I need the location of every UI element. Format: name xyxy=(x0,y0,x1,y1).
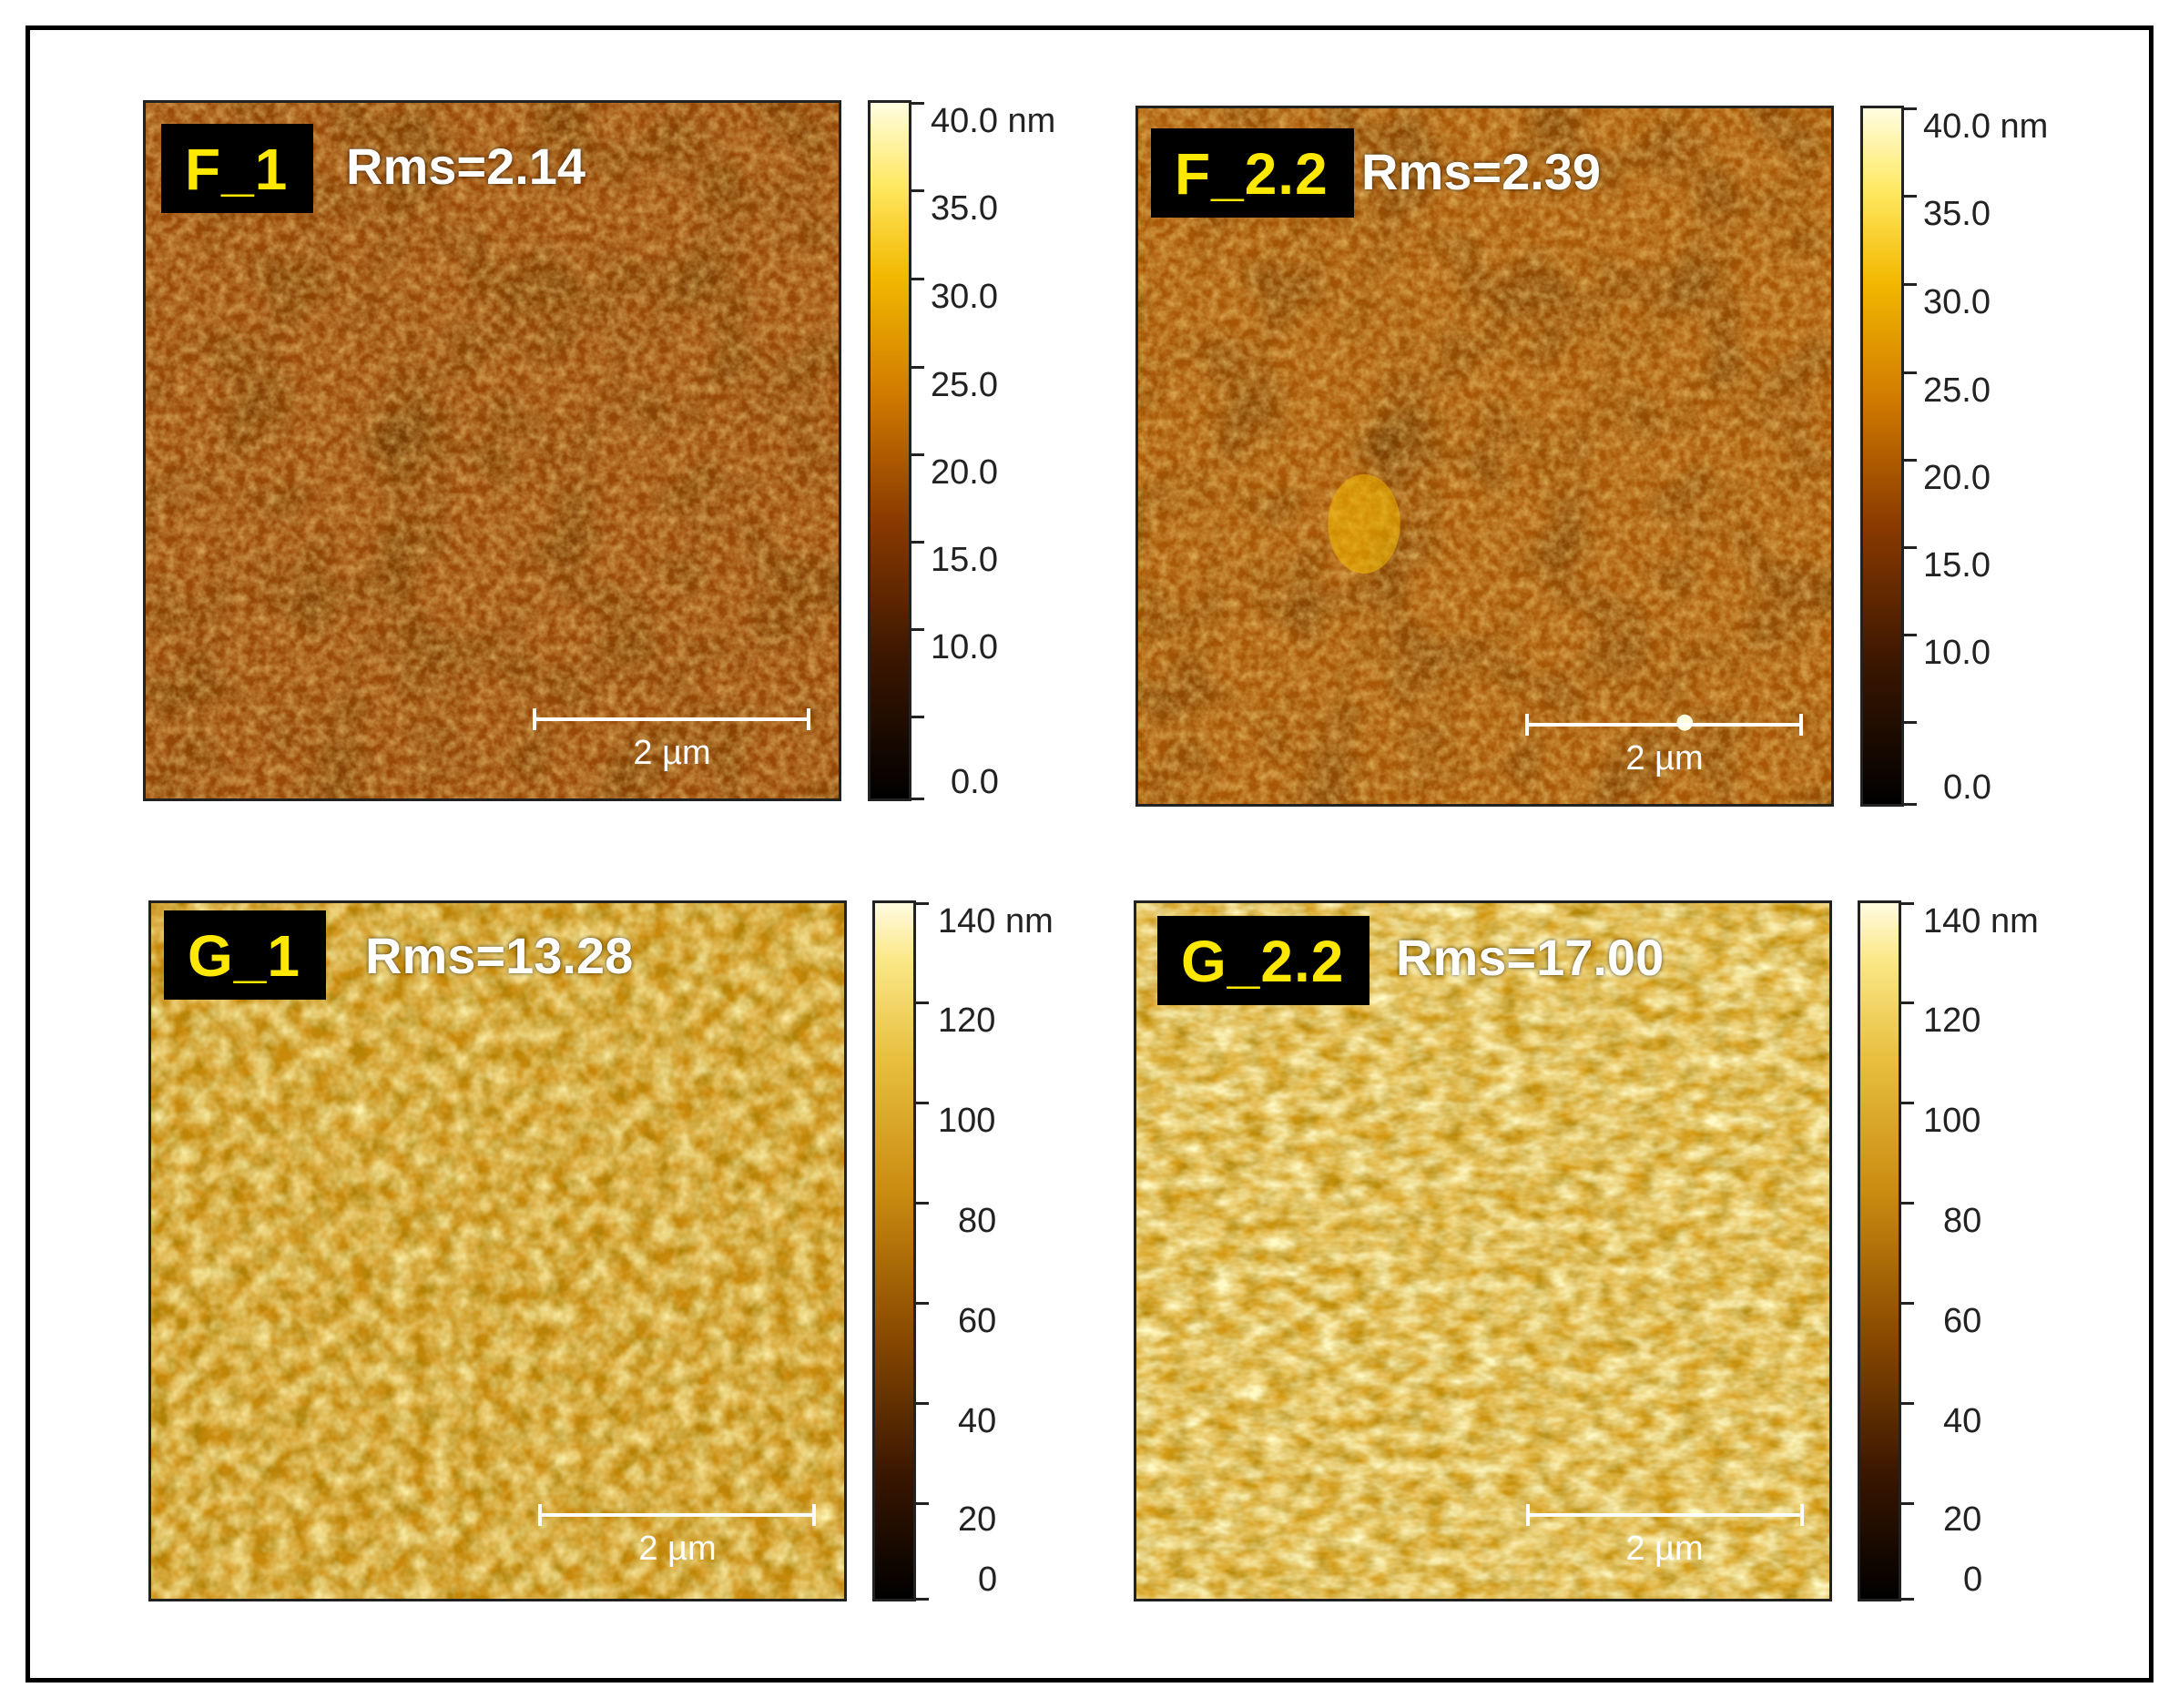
colorbar-tick xyxy=(1902,459,1917,462)
afm-image-g22: G_2.2 Rms=17.00 2 µm xyxy=(1134,900,1832,1601)
tick-label: 40.0 nm xyxy=(1923,107,2049,146)
tick-label: 0 xyxy=(978,1561,998,1599)
colorbar-tick xyxy=(1899,1598,1914,1601)
colorbar-f1 xyxy=(868,100,911,801)
tick-label: 35.0 xyxy=(1923,195,1991,233)
rms-label: Rms=2.39 xyxy=(1361,143,1602,200)
tick-label: 30.0 xyxy=(931,278,998,316)
colorbar-tick xyxy=(1902,195,1917,198)
colorbar-tick xyxy=(1899,1502,1914,1505)
scale-label: 2 µm xyxy=(1625,1530,1704,1568)
tick-label: 120 xyxy=(1923,1001,1981,1040)
colorbar-tick xyxy=(1899,1202,1914,1205)
colorbar-tick xyxy=(1899,1001,1914,1004)
afm-texture-g1 xyxy=(151,903,844,1599)
colorbar-tick xyxy=(1902,283,1917,286)
colorbar-tick xyxy=(914,1502,929,1505)
tick-label: 20.0 xyxy=(1923,459,1991,497)
afm-image-g1: G_1 Rms=13.28 2 µm xyxy=(148,900,847,1601)
tick-label: 20 xyxy=(958,1500,997,1539)
tick-label: 40 xyxy=(1943,1402,1982,1440)
tick-label: 15.0 xyxy=(1923,546,1991,585)
sample-tag: G_1 xyxy=(164,910,326,1000)
tick-label: 80 xyxy=(1943,1202,1982,1240)
tick-label: 20 xyxy=(1943,1500,1982,1539)
colorbar-tick xyxy=(910,189,924,192)
colorbar-g1 xyxy=(872,900,916,1601)
tick-label: 60 xyxy=(1943,1302,1982,1340)
colorbar-tick xyxy=(1899,1102,1914,1104)
tick-label: 20.0 xyxy=(931,453,998,492)
scale-bar xyxy=(533,708,810,730)
colorbar-tick xyxy=(1899,1302,1914,1305)
tick-label: 100 xyxy=(1923,1102,1981,1140)
colorbar-tick xyxy=(910,798,924,800)
tick-label: 140 nm xyxy=(938,902,1054,940)
colorbar-tick xyxy=(1902,803,1917,806)
colorbar-tick xyxy=(1902,371,1917,374)
colorbar-tick xyxy=(914,1598,929,1601)
scale-bar xyxy=(1525,714,1803,736)
colorbar-tick xyxy=(914,1302,929,1305)
colorbar-tick xyxy=(910,453,924,456)
tick-label: 80 xyxy=(958,1202,997,1240)
afm-image-f1: F_1 Rms=2.14 2 µm xyxy=(143,100,841,801)
colorbar-tick xyxy=(910,102,924,105)
tick-label: 0.0 xyxy=(951,763,999,801)
tick-label: 40 xyxy=(958,1402,997,1440)
scale-label: 2 µm xyxy=(1625,739,1704,778)
afm-image-f22: F_2.2 Rms=2.39 2 µm xyxy=(1135,106,1834,807)
colorbar-f22 xyxy=(1860,106,1904,807)
afm-texture-f1 xyxy=(146,103,839,798)
scale-label: 2 µm xyxy=(633,734,711,772)
afm-texture-g22 xyxy=(1136,903,1829,1599)
tick-label: 10.0 xyxy=(931,628,998,666)
tick-label: 60 xyxy=(958,1302,997,1340)
colorbar-tick xyxy=(1899,902,1914,905)
tick-label: 10.0 xyxy=(1923,634,1991,672)
sample-tag: F_1 xyxy=(161,124,314,213)
sample-tag: F_2.2 xyxy=(1151,128,1354,218)
tick-label: 120 xyxy=(938,1001,996,1040)
tick-label: 0.0 xyxy=(1943,768,1991,807)
colorbar-tick xyxy=(910,278,924,280)
tick-label: 100 xyxy=(938,1102,996,1140)
rms-label: Rms=13.28 xyxy=(365,927,634,984)
scale-label: 2 µm xyxy=(638,1530,717,1568)
colorbar-tick xyxy=(914,1202,929,1205)
colorbar-tick xyxy=(914,1402,929,1405)
rms-label: Rms=2.14 xyxy=(346,137,586,195)
tick-label: 30.0 xyxy=(1923,283,1991,321)
tick-label: 35.0 xyxy=(931,189,998,228)
tick-label: 40.0 nm xyxy=(931,102,1056,140)
colorbar-tick xyxy=(914,1102,929,1104)
colorbar-tick xyxy=(1902,634,1917,636)
colorbar-tick xyxy=(1902,107,1917,110)
rms-label: Rms=17.00 xyxy=(1396,929,1665,986)
tick-label: 15.0 xyxy=(931,541,998,579)
colorbar-tick xyxy=(910,366,924,369)
tick-label: 140 nm xyxy=(1923,902,2039,940)
scale-bar xyxy=(1526,1504,1804,1526)
afm-texture-f22 xyxy=(1138,108,1831,804)
tick-label: 25.0 xyxy=(931,366,998,404)
sample-tag: G_2.2 xyxy=(1157,916,1370,1005)
colorbar-tick xyxy=(1902,546,1917,549)
colorbar-tick xyxy=(1902,721,1917,724)
colorbar-tick xyxy=(910,716,924,718)
colorbar-tick xyxy=(914,1001,929,1004)
tick-label: 25.0 xyxy=(1923,371,1991,410)
scale-bar xyxy=(538,1504,816,1526)
colorbar-tick xyxy=(910,628,924,631)
colorbar-tick xyxy=(1899,1402,1914,1405)
colorbar-g22 xyxy=(1858,900,1901,1601)
colorbar-tick xyxy=(914,902,929,905)
colorbar-tick xyxy=(910,541,924,544)
tick-label: 0 xyxy=(1963,1561,1983,1599)
